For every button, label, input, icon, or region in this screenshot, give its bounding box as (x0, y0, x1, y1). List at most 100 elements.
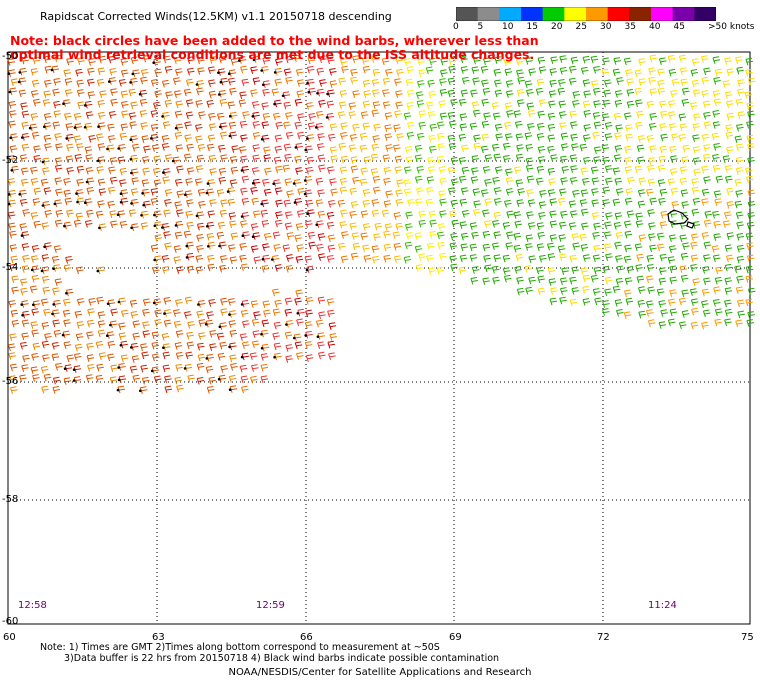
wind-barb (549, 210, 557, 219)
lat-label-60: -60 (2, 616, 19, 627)
wind-barb (19, 374, 27, 383)
wind-barb (362, 122, 370, 131)
wind-barb (263, 188, 272, 197)
contamination-dot (304, 334, 308, 337)
wind-barb (88, 298, 96, 306)
wind-barb (638, 310, 646, 319)
wind-barb (250, 186, 258, 195)
wind-barb (537, 275, 545, 284)
wind-barb (392, 231, 401, 240)
wind-barb (460, 55, 468, 64)
scale-label: 10 (502, 22, 514, 32)
wind-barb (315, 177, 324, 186)
wind-barb (30, 212, 39, 220)
wind-barb (206, 311, 214, 319)
contamination-dot (305, 268, 309, 272)
wind-barb (307, 231, 316, 240)
wind-barb (568, 200, 577, 209)
wind-barb (185, 178, 193, 186)
wind-barb (208, 112, 216, 121)
contamination-dot (61, 333, 65, 337)
wind-barb (667, 178, 676, 186)
wind-barb (142, 298, 151, 307)
wind-barb (470, 89, 478, 98)
wind-barb (559, 122, 567, 130)
wind-barb (536, 243, 545, 251)
wind-barb (647, 178, 656, 187)
wind-barb (328, 133, 336, 142)
wind-barb (414, 175, 423, 184)
contamination-dot (106, 302, 110, 306)
wind-barb (418, 121, 426, 130)
wind-barb (526, 211, 534, 219)
wind-barb (21, 121, 29, 130)
wind-barb (260, 209, 269, 218)
wind-barb (227, 77, 236, 86)
wind-barb (712, 121, 721, 129)
wind-barb (218, 144, 226, 153)
wind-barb (470, 176, 479, 184)
wind-barb (660, 133, 668, 142)
wind-barb (746, 120, 754, 129)
wind-barb (275, 211, 283, 219)
wind-barb (692, 278, 700, 286)
wind-barb (216, 189, 225, 197)
wind-barb (253, 256, 261, 265)
wind-barb (194, 178, 203, 186)
wind-barb (436, 155, 445, 164)
wind-barb (8, 300, 16, 308)
wind-barb (571, 266, 579, 275)
wind-barb (734, 265, 742, 274)
wind-barb (580, 66, 589, 75)
wind-barb (142, 330, 150, 338)
wind-barb (515, 253, 524, 262)
wind-barb (340, 122, 348, 130)
wind-barb (725, 175, 733, 184)
wind-barb (63, 264, 72, 272)
wind-barb (96, 363, 104, 372)
wind-barb (480, 189, 489, 197)
wind-barb (87, 364, 95, 372)
wind-barb (471, 231, 479, 240)
wind-barb (119, 167, 128, 176)
wind-barb (260, 353, 269, 361)
contamination-dot (218, 244, 221, 248)
wind-barb (143, 145, 151, 154)
contamination-dot (204, 323, 208, 326)
wind-barb (624, 277, 633, 285)
wind-barb (329, 80, 338, 88)
wind-barb (128, 88, 137, 97)
wind-barb (393, 212, 402, 220)
contamination-dot (116, 388, 120, 392)
scale-label: 35 (624, 22, 636, 32)
wind-barb (108, 111, 117, 119)
wind-barb (592, 254, 601, 263)
wind-barb (593, 87, 601, 96)
wind-barb (216, 332, 225, 341)
wind-barb (7, 211, 16, 220)
contamination-dot (40, 269, 44, 273)
wind-barb (494, 89, 503, 98)
wind-barb (352, 242, 361, 251)
wind-barb (701, 55, 709, 63)
wind-barb (22, 354, 30, 363)
wind-barb (450, 263, 458, 272)
wind-barb (228, 320, 237, 328)
wind-barb (295, 289, 303, 298)
wind-barb (272, 308, 281, 317)
wind-barb (536, 122, 545, 131)
wind-barb (703, 144, 711, 152)
wind-barb (646, 134, 655, 143)
contamination-dot (7, 202, 11, 206)
wind-barb (634, 165, 643, 174)
wind-barb (40, 366, 49, 374)
wind-barb (484, 198, 492, 206)
wind-barb (458, 133, 467, 142)
wind-barb (161, 255, 170, 263)
wind-barb (747, 157, 755, 165)
wind-barb (561, 267, 569, 276)
wind-barb (438, 190, 446, 198)
wind-barb (747, 189, 755, 198)
wind-barb (19, 223, 27, 231)
wind-barb (426, 254, 434, 263)
